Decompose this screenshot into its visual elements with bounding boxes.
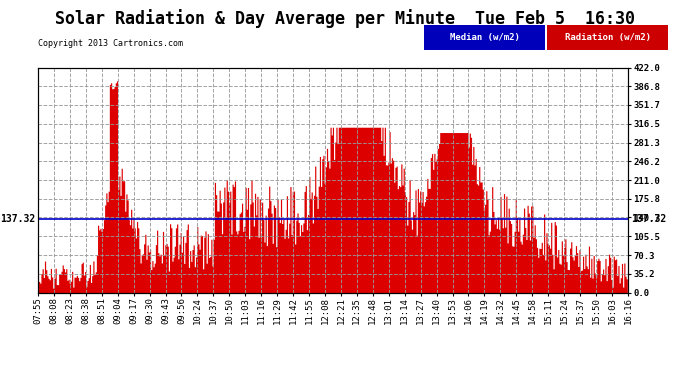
Text: Solar Radiation & Day Average per Minute  Tue Feb 5  16:30: Solar Radiation & Day Average per Minute… — [55, 9, 635, 28]
Text: Copyright 2013 Cartronics.com: Copyright 2013 Cartronics.com — [38, 39, 183, 48]
Text: Median (w/m2): Median (w/m2) — [450, 33, 520, 42]
Text: 137.32: 137.32 — [631, 214, 667, 224]
Text: 137.32: 137.32 — [0, 214, 36, 224]
Text: Radiation (w/m2): Radiation (w/m2) — [564, 33, 651, 42]
